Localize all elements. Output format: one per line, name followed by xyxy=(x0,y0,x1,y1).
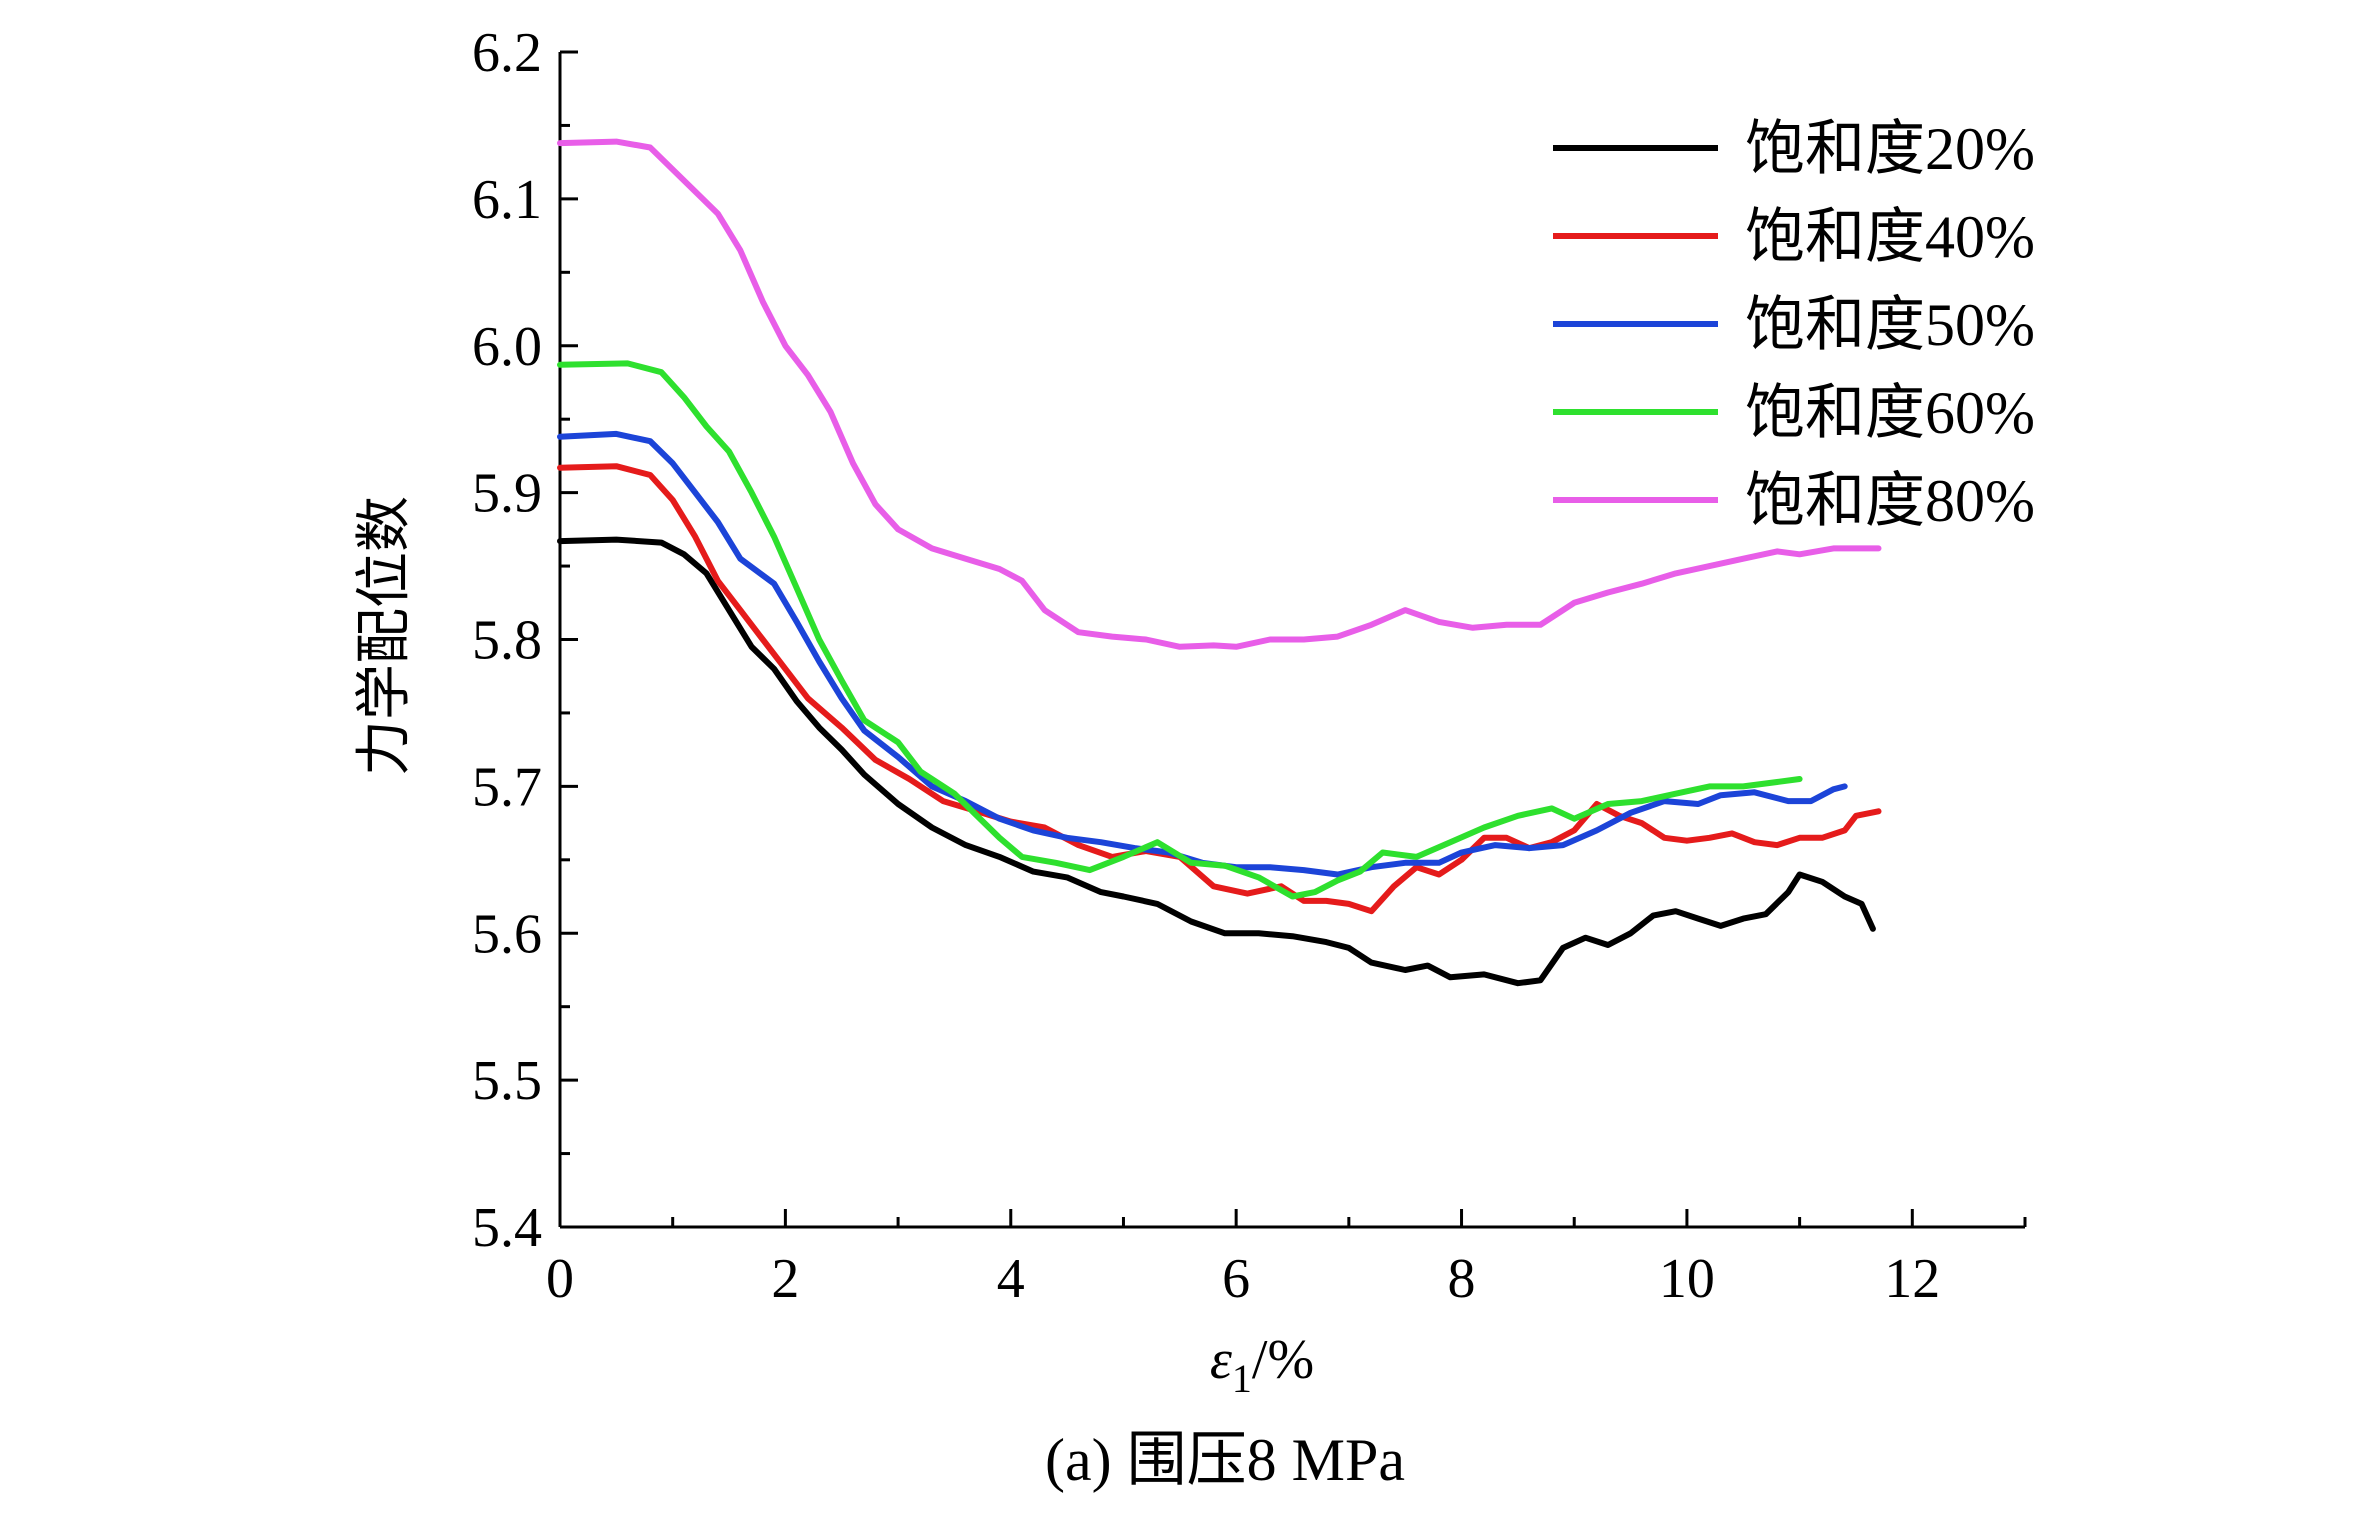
y-tick-label: 5.9 xyxy=(472,463,542,525)
y-tick-label: 5.8 xyxy=(472,610,542,672)
y-tick-label: 5.4 xyxy=(472,1197,542,1259)
legend-label: 饱和度80% xyxy=(1745,468,2035,534)
y-tick-label: 6.1 xyxy=(472,169,542,231)
y-tick-label: 5.5 xyxy=(472,1050,542,1112)
x-tick-label: 2 xyxy=(771,1248,799,1310)
legend-label: 饱和度50% xyxy=(1745,292,2035,358)
x-tick-label: 10 xyxy=(1659,1248,1715,1310)
x-tick-label: 8 xyxy=(1448,1248,1476,1310)
legend-label: 饱和度60% xyxy=(1745,380,2035,446)
series-line-5 xyxy=(557,138,1882,650)
legend-label: 饱和度40% xyxy=(1745,204,2035,270)
x-tick-label: 6 xyxy=(1222,1248,1250,1310)
legend: 饱和度20% 饱和度40% 饱和度50% 饱和度60% 饱和度80% xyxy=(1553,116,2035,534)
y-tick-label: 6.0 xyxy=(472,316,542,378)
y-axis-label: 力学配位数 xyxy=(354,496,416,776)
y-tick-label: 5.6 xyxy=(472,903,542,965)
figure-caption: (a) 围压8 MPa xyxy=(1045,1427,1405,1493)
series-line-4 xyxy=(557,360,1803,900)
y-tick-label: 6.2 xyxy=(472,22,542,84)
y-axis-ticks: 5.4 5.5 5.6 5.7 5.8 5.9 6.0 6.1 6.2 xyxy=(472,22,578,1259)
x-axis-ticks: 0 2 4 6 8 10 12 xyxy=(546,1209,2027,1310)
y-tick-label: 5.7 xyxy=(472,756,542,818)
x-tick-label: 12 xyxy=(1884,1248,1940,1310)
legend-label: 饱和度20% xyxy=(1745,116,2035,182)
x-tick-label: 0 xyxy=(546,1248,574,1310)
series-layer xyxy=(557,138,1882,987)
x-axis-label: ε1/% xyxy=(1210,1329,1314,1401)
x-tick-label: 4 xyxy=(997,1248,1025,1310)
series-line-1 xyxy=(557,536,1876,987)
series-line-2 xyxy=(557,463,1882,915)
